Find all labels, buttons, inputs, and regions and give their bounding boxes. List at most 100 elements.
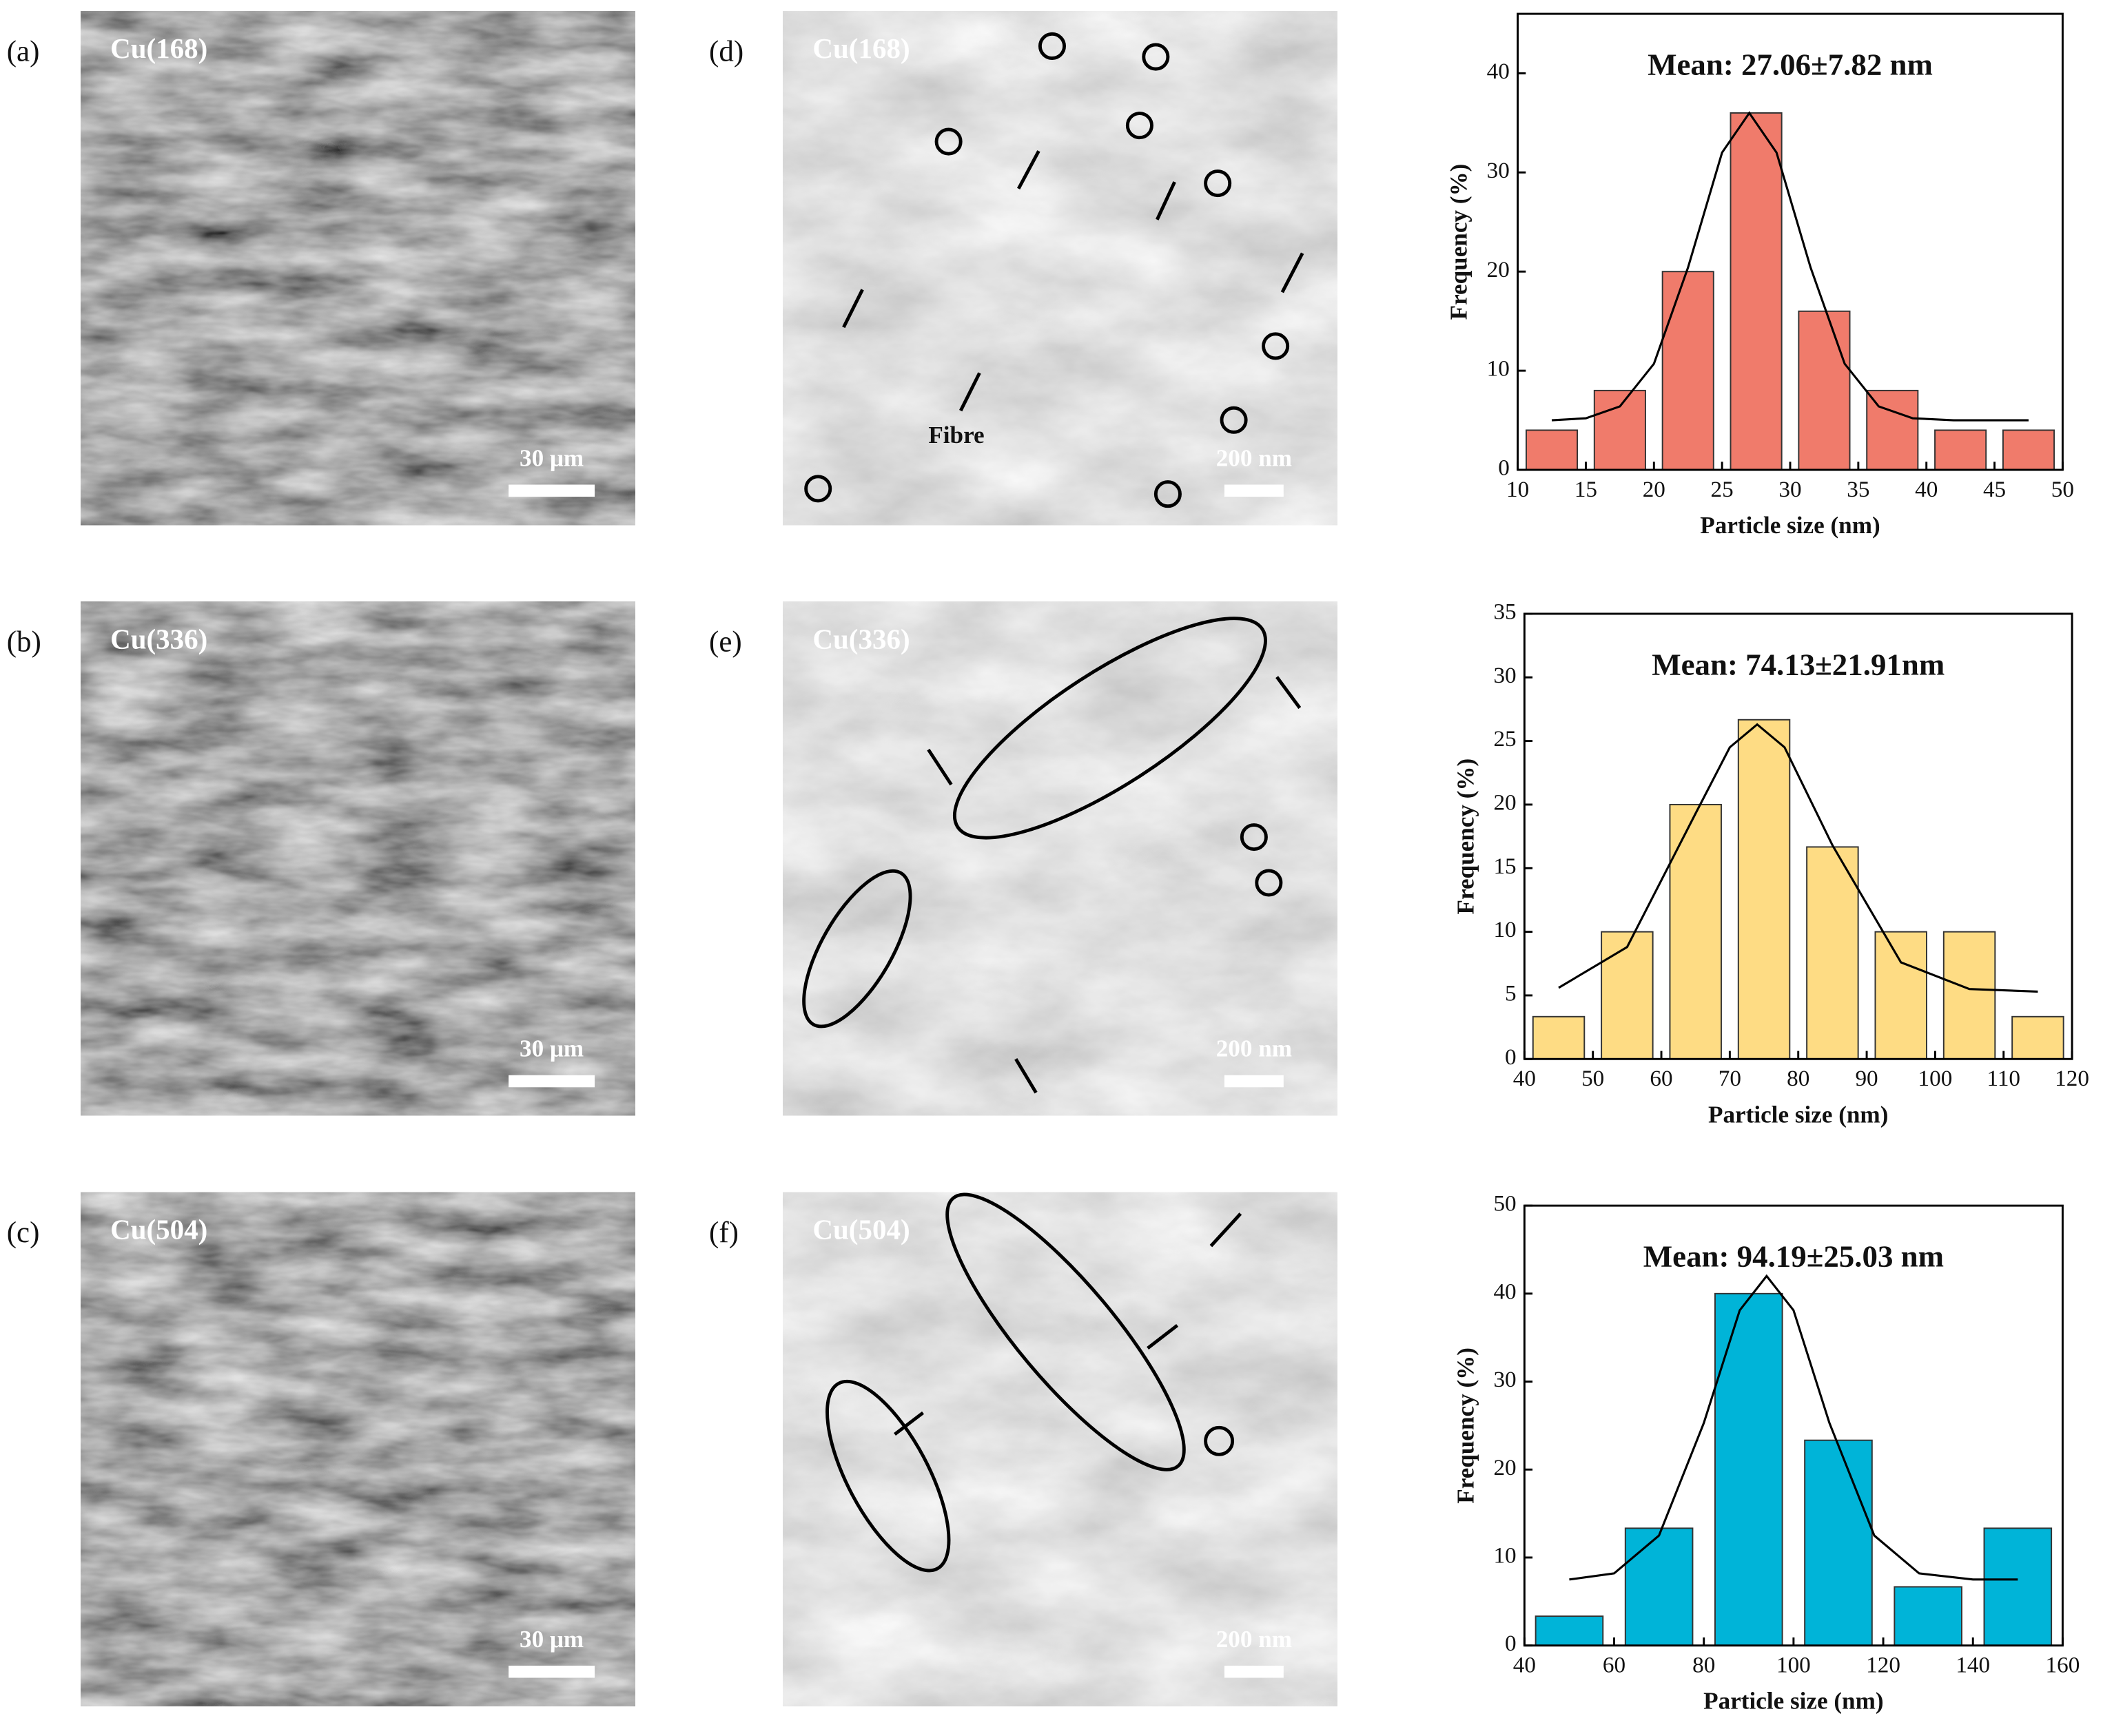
y-tick-label: 10	[1493, 917, 1516, 942]
x-tick-label: 90	[1855, 1066, 1878, 1091]
x-tick-label: 80	[1787, 1066, 1809, 1091]
sample-label: Cu(336)	[110, 623, 207, 654]
bar	[1866, 389, 1919, 471]
y-tick-label: 20	[1493, 790, 1516, 816]
sample-label: Cu(168)	[110, 32, 207, 64]
fit-curve	[1558, 723, 2038, 993]
x-tick-label: 30	[1778, 477, 1801, 502]
micrograph	[783, 1192, 1337, 1706]
y-tick-label: 0	[1505, 1044, 1517, 1070]
chart-title: Mean: 94.19±25.03 nm	[1643, 1239, 1944, 1274]
x-axis-label: Particle size (nm)	[1708, 1101, 1888, 1128]
x-tick-label: 40	[1915, 477, 1938, 502]
x-tick-label: 140	[1956, 1652, 1990, 1677]
x-tick-label: 100	[1918, 1066, 1953, 1091]
panel-label: (a)	[7, 36, 40, 68]
micrograph	[81, 601, 635, 1116]
bar	[1737, 719, 1791, 1060]
fit-curve	[1569, 1274, 2018, 1581]
scale-bar	[1224, 1075, 1284, 1088]
y-tick-label: 35	[1493, 599, 1516, 625]
scale-bar-label: 30 μm	[520, 1035, 584, 1062]
bar	[1874, 931, 1927, 1060]
y-tick-label: 20	[1493, 1455, 1516, 1480]
x-tick-label: 35	[1847, 477, 1869, 502]
panel-label: (d)	[709, 36, 743, 68]
chart-title: Mean: 74.13±21.91nm	[1652, 647, 1945, 681]
bar	[1714, 1292, 1783, 1646]
x-tick-label: 10	[1506, 477, 1529, 502]
x-tick-label: 160	[2046, 1652, 2080, 1677]
x-tick-label: 80	[1692, 1652, 1715, 1677]
bar	[1525, 429, 1579, 471]
x-tick-label: 120	[1866, 1652, 1900, 1677]
panel-label: (c)	[7, 1217, 40, 1249]
x-tick-label: 50	[2051, 477, 2074, 502]
y-tick-label: 40	[1487, 59, 1510, 84]
y-tick-label: 15	[1493, 854, 1516, 879]
y-tick-label: 5	[1505, 981, 1517, 1006]
y-tick-label: 50	[1493, 1191, 1516, 1217]
bar	[1942, 931, 1996, 1060]
bar	[1894, 1586, 1962, 1646]
x-axis-label: Particle size (nm)	[1700, 512, 1880, 539]
bar	[1601, 931, 1654, 1060]
y-axis-label: Frequency (%)	[1446, 164, 1473, 320]
micrograph	[81, 1192, 635, 1706]
y-tick-label: 30	[1493, 663, 1516, 688]
sample-label: Cu(504)	[812, 1214, 910, 1246]
panel-label: (f)	[709, 1217, 739, 1249]
scale-bar	[1224, 1665, 1284, 1678]
x-tick-label: 45	[1983, 477, 2006, 502]
x-tick-label: 110	[1987, 1066, 2020, 1091]
micrographs: (a) Cu(168) 30 μm (b) Cu(336) 30 μm (c) Cu(504)…	[7, 11, 1337, 1706]
bar	[1804, 1439, 1873, 1646]
y-tick-label: 0	[1498, 455, 1510, 481]
y-axis-label: Frequency (%)	[1452, 758, 1479, 915]
sample-label: Cu(168)	[812, 32, 910, 64]
sample-label: Cu(504)	[110, 1214, 207, 1246]
y-tick-label: 10	[1493, 1543, 1516, 1569]
scale-bar-label: 30 μm	[520, 1626, 584, 1653]
scale-bar	[1224, 484, 1284, 497]
x-tick-label: 120	[2055, 1066, 2089, 1091]
bar	[1983, 1527, 2053, 1646]
bar	[1535, 1615, 1604, 1646]
micrograph	[783, 11, 1337, 526]
scale-bar-label: 200 nm	[1216, 444, 1292, 471]
y-tick-label: 25	[1493, 726, 1516, 752]
y-tick-label: 40	[1493, 1279, 1516, 1304]
y-tick-label: 0	[1505, 1631, 1517, 1656]
bar	[1806, 846, 1859, 1060]
scale-bar	[509, 1665, 595, 1678]
bar	[2011, 1015, 2064, 1060]
scale-bar	[509, 484, 595, 497]
x-tick-label: 40	[1513, 1066, 1536, 1091]
panel-label: (e)	[709, 626, 742, 659]
bar	[2002, 429, 2055, 471]
scale-bar-label: 200 nm	[1216, 1035, 1292, 1062]
x-tick-label: 25	[1711, 477, 1734, 502]
x-tick-label: 20	[1643, 477, 1665, 502]
bar	[1661, 271, 1714, 471]
y-tick-label: 10	[1487, 356, 1510, 382]
fit-curve	[1551, 111, 2029, 422]
y-tick-label: 20	[1487, 257, 1510, 282]
bar	[1669, 803, 1722, 1060]
chart-title: Mean: 27.06±7.82 nm	[1648, 47, 1933, 81]
bar	[1593, 389, 1646, 471]
x-tick-label: 70	[1719, 1066, 1741, 1091]
x-tick-label: 60	[1650, 1066, 1672, 1091]
x-axis-label: Particle size (nm)	[1703, 1688, 1883, 1715]
bar	[1798, 310, 1851, 471]
histogram: 40 50 60 70 80 90 100 110 120 0 5 10 15 20 25 30 35 Mean:…	[1452, 599, 2089, 1128]
y-axis-label: Frequency (%)	[1452, 1347, 1479, 1504]
y-tick-label: 30	[1487, 158, 1510, 183]
x-tick-label: 60	[1603, 1652, 1625, 1677]
scale-bar	[509, 1075, 595, 1088]
sample-label: Cu(336)	[812, 623, 910, 654]
x-tick-label: 40	[1513, 1652, 1536, 1677]
